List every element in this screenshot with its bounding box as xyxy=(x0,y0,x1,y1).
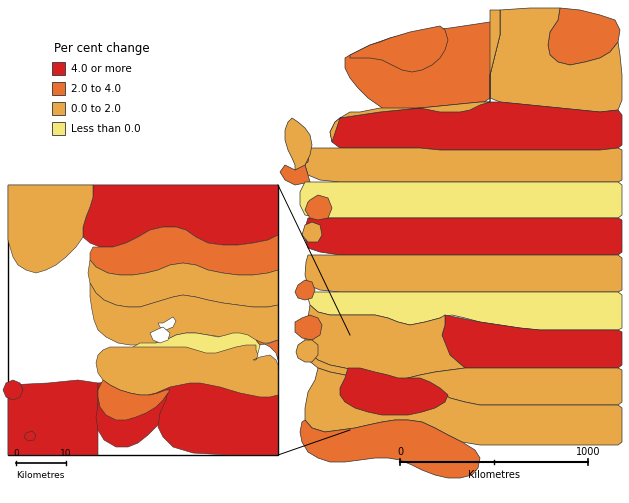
Text: Kilometres: Kilometres xyxy=(16,471,64,480)
Polygon shape xyxy=(305,368,622,445)
Polygon shape xyxy=(158,370,278,455)
Polygon shape xyxy=(548,8,620,65)
Polygon shape xyxy=(300,420,480,478)
Polygon shape xyxy=(345,10,500,122)
Text: 0.0 to 2.0: 0.0 to 2.0 xyxy=(71,104,121,114)
Text: 0: 0 xyxy=(397,447,403,457)
Polygon shape xyxy=(295,280,315,300)
Polygon shape xyxy=(150,327,170,343)
Polygon shape xyxy=(256,340,278,360)
Polygon shape xyxy=(330,102,622,150)
Text: 2.0 to 4.0: 2.0 to 4.0 xyxy=(71,83,121,94)
Polygon shape xyxy=(305,195,332,220)
Polygon shape xyxy=(305,305,465,380)
Bar xyxy=(8,185,278,455)
Polygon shape xyxy=(83,185,278,247)
Polygon shape xyxy=(280,148,310,185)
Polygon shape xyxy=(302,222,322,242)
Polygon shape xyxy=(8,185,93,273)
Polygon shape xyxy=(305,148,622,182)
Text: 4.0 or more: 4.0 or more xyxy=(71,63,131,73)
Polygon shape xyxy=(340,368,448,415)
Polygon shape xyxy=(296,340,318,362)
Text: Kilometres: Kilometres xyxy=(468,470,520,480)
Polygon shape xyxy=(8,380,98,455)
Bar xyxy=(52,62,65,75)
Polygon shape xyxy=(305,218,622,255)
Polygon shape xyxy=(442,315,622,368)
Text: Less than 0.0: Less than 0.0 xyxy=(71,124,141,133)
Bar xyxy=(52,122,65,135)
Polygon shape xyxy=(90,227,278,275)
Polygon shape xyxy=(24,431,36,441)
Text: 1000: 1000 xyxy=(576,447,600,457)
Polygon shape xyxy=(330,10,500,142)
Polygon shape xyxy=(96,380,173,447)
Polygon shape xyxy=(88,260,278,307)
Polygon shape xyxy=(285,118,312,170)
Polygon shape xyxy=(158,317,176,330)
Text: 0: 0 xyxy=(13,449,19,458)
Polygon shape xyxy=(96,345,278,397)
Polygon shape xyxy=(305,352,622,405)
Polygon shape xyxy=(308,292,622,330)
Text: Per cent change: Per cent change xyxy=(54,42,150,55)
Polygon shape xyxy=(295,315,322,340)
Bar xyxy=(52,102,65,115)
Polygon shape xyxy=(98,380,170,420)
Polygon shape xyxy=(3,380,23,400)
Polygon shape xyxy=(490,8,622,112)
Polygon shape xyxy=(305,255,622,292)
Text: 10: 10 xyxy=(60,449,72,458)
Polygon shape xyxy=(132,333,260,367)
Polygon shape xyxy=(90,283,278,345)
Polygon shape xyxy=(350,26,448,72)
Polygon shape xyxy=(300,182,622,218)
Bar xyxy=(52,82,65,95)
